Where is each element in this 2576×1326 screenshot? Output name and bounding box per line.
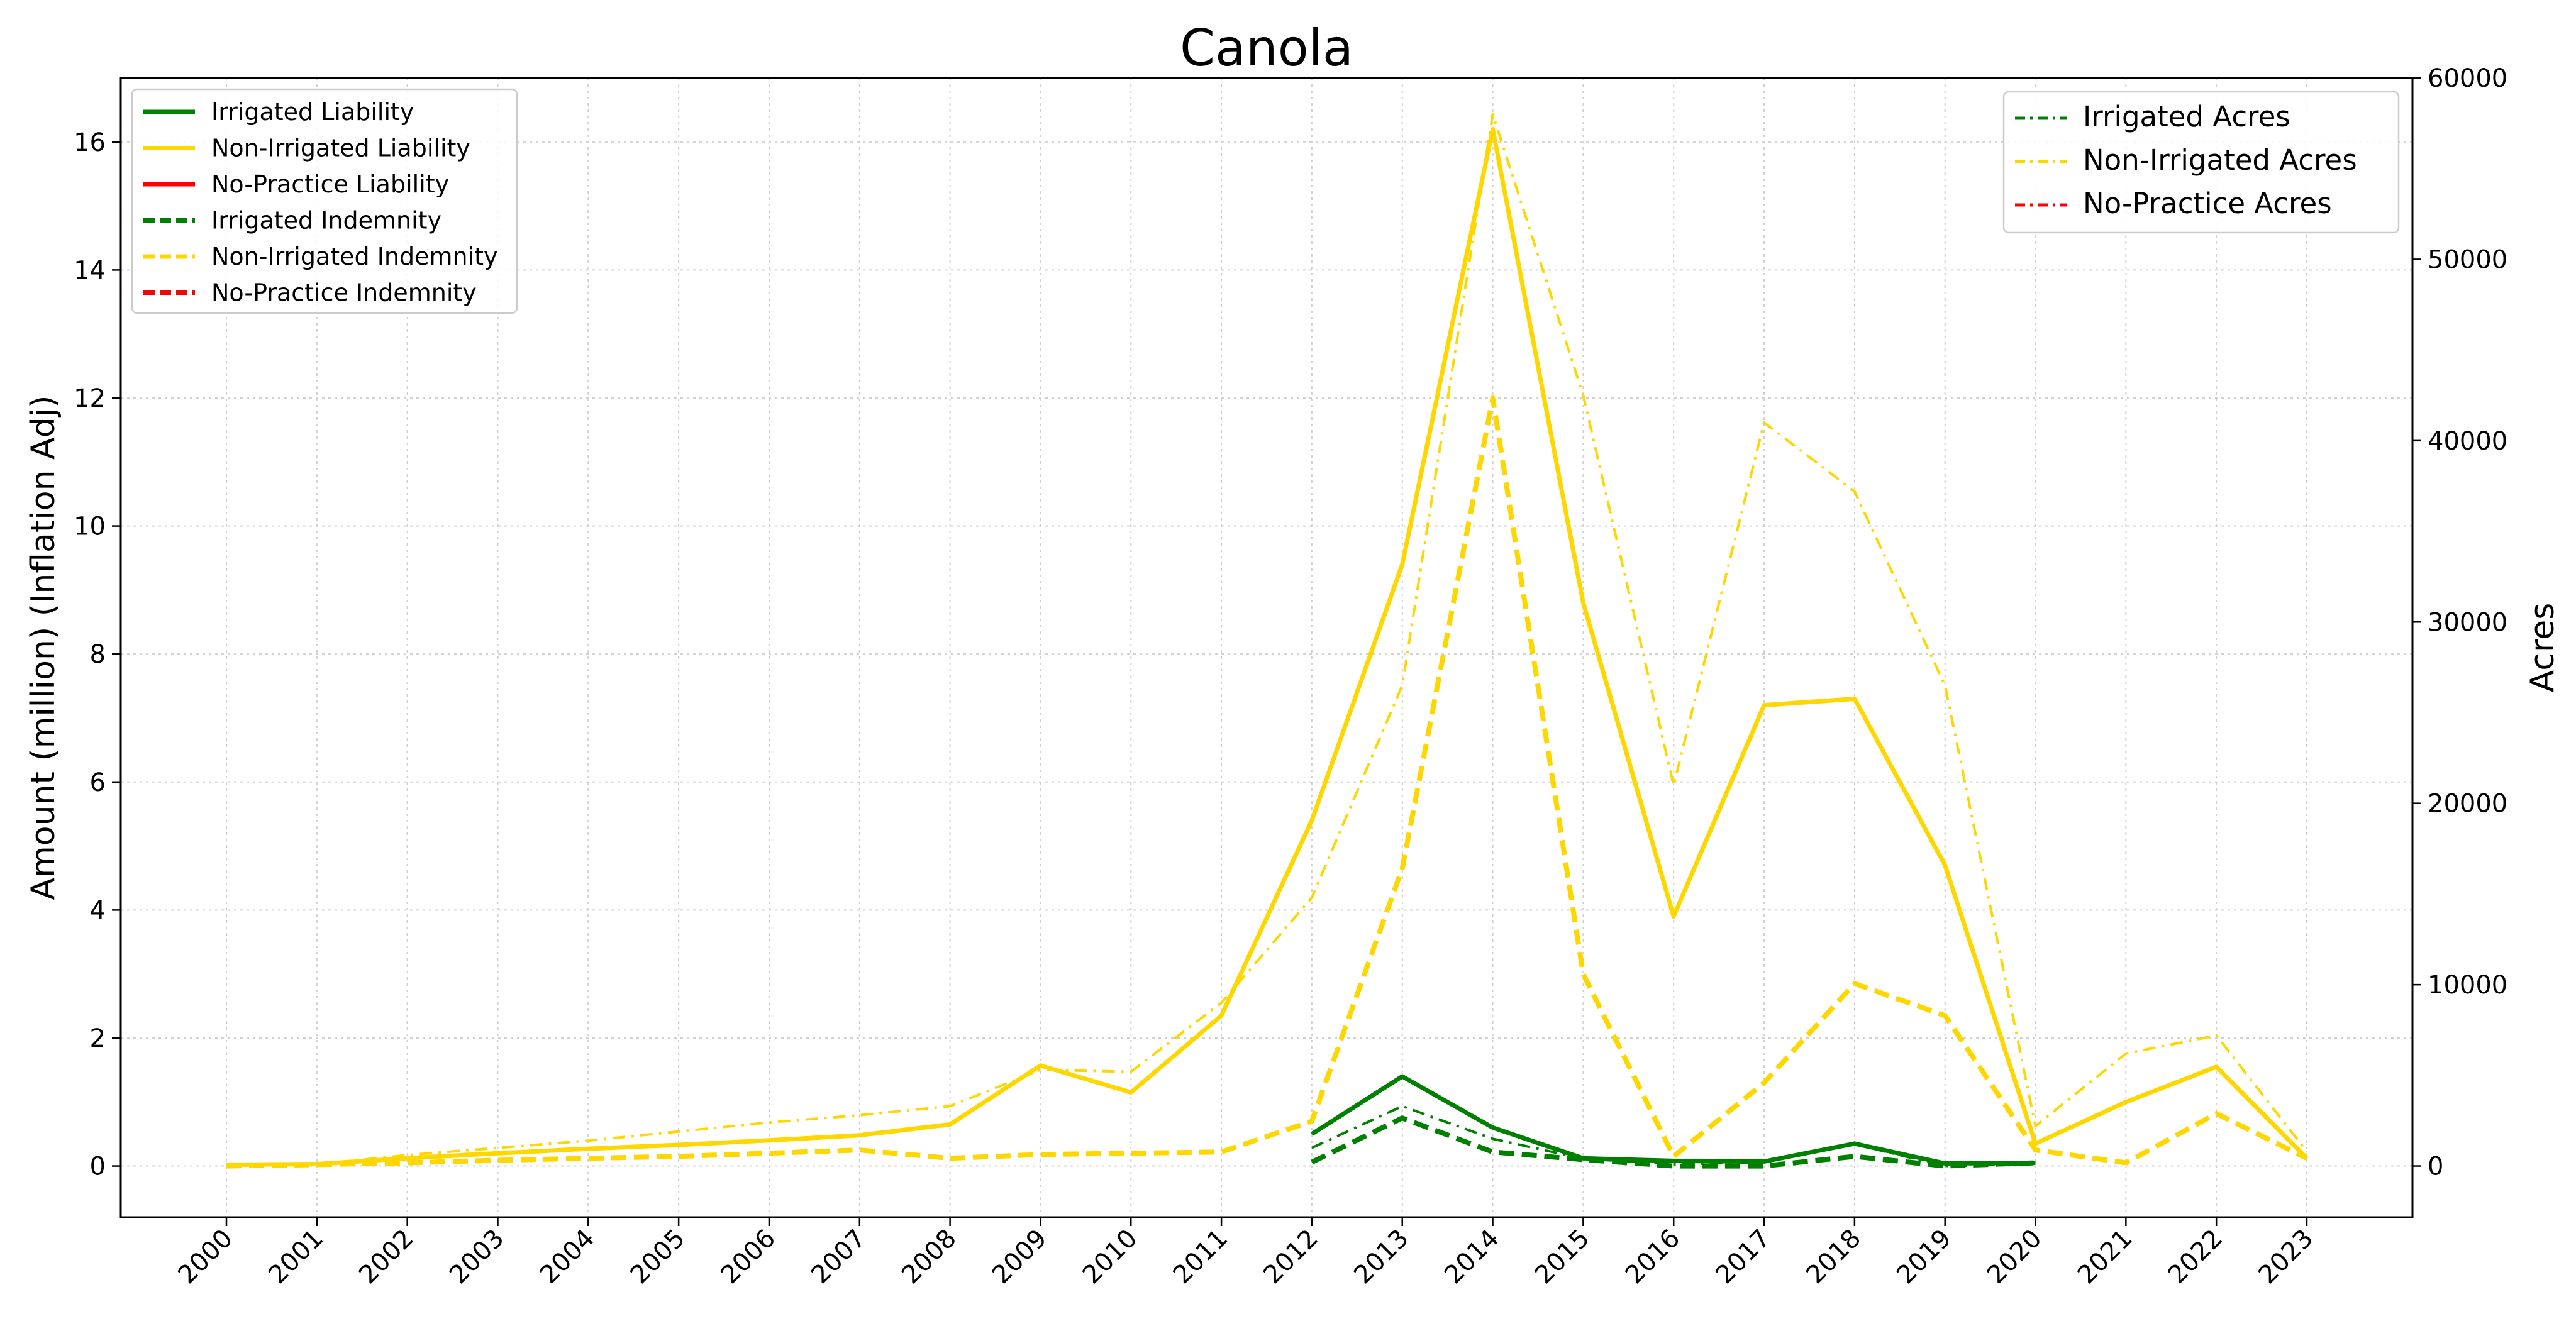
y-tick-label: 2 <box>90 1024 106 1053</box>
y-axis-title: Amount (million) (Inflation Adj) <box>25 395 62 900</box>
legend-right: Irrigated Acres Non-Irrigated Acres No-Pra… <box>2002 91 2400 234</box>
series-line-non-irrigated-indemnity <box>226 395 2308 1169</box>
legend-box <box>2002 91 2400 234</box>
y2-tick-label: 50000 <box>2428 245 2507 274</box>
legend-label: No-Practice Liability <box>211 170 449 198</box>
y-tick-label: 6 <box>90 768 106 797</box>
series-line-irrigated-indemnity <box>1311 1115 2036 1169</box>
y2-tick-label: 40000 <box>2428 427 2507 456</box>
y2-tick-label: 30000 <box>2428 608 2507 637</box>
legend-box <box>131 88 518 314</box>
y-tick-label: 10 <box>74 512 106 541</box>
series-line-irrigated-liability <box>1311 1074 2036 1166</box>
legend-label: Non-Irrigated Acres <box>2083 143 2357 177</box>
series-layer <box>226 113 2309 1169</box>
y-axis-left: 0 2 4 6 8 10 12 14 16 <box>74 128 121 1181</box>
y-tick-label: 8 <box>90 640 106 669</box>
y-tick-label: 16 <box>74 128 106 157</box>
y-tick-label: 0 <box>90 1152 106 1181</box>
plot-frame <box>119 77 2414 1218</box>
y-axis-right: 0 10000 20000 30000 40000 50000 60000 <box>2412 64 2507 1181</box>
y-tick-label: 4 <box>90 896 106 925</box>
y2-tick-label: 20000 <box>2428 790 2507 819</box>
legend-label: No-Practice Indemnity <box>211 279 477 307</box>
y2-tick-label: 0 <box>2428 1152 2443 1181</box>
legend-label: No-Practice Acres <box>2083 187 2332 220</box>
y2-tick-label: 10000 <box>2428 971 2507 1000</box>
legend-left: Irrigated Liability Non-Irrigated Liabili… <box>131 88 518 314</box>
legend-label: Irrigated Indemnity <box>211 207 441 235</box>
legend-label: Non-Irrigated Liability <box>211 135 470 162</box>
y2-tick-label: 60000 <box>2428 64 2507 93</box>
y-tick-label: 14 <box>74 256 106 285</box>
legend-label: Non-Irrigated Indemnity <box>211 243 498 270</box>
series-line-irrigated-acres <box>1311 1105 2036 1168</box>
legend-label: Irrigated Acres <box>2083 100 2290 133</box>
series-line-non-irrigated-liability <box>226 126 2309 1167</box>
y-tick-label: 12 <box>74 384 106 413</box>
legend-label: Irrigated Liability <box>211 98 414 126</box>
chart-title: Canola <box>1180 19 1353 77</box>
y-axis-right-title: Acres <box>2524 603 2562 693</box>
